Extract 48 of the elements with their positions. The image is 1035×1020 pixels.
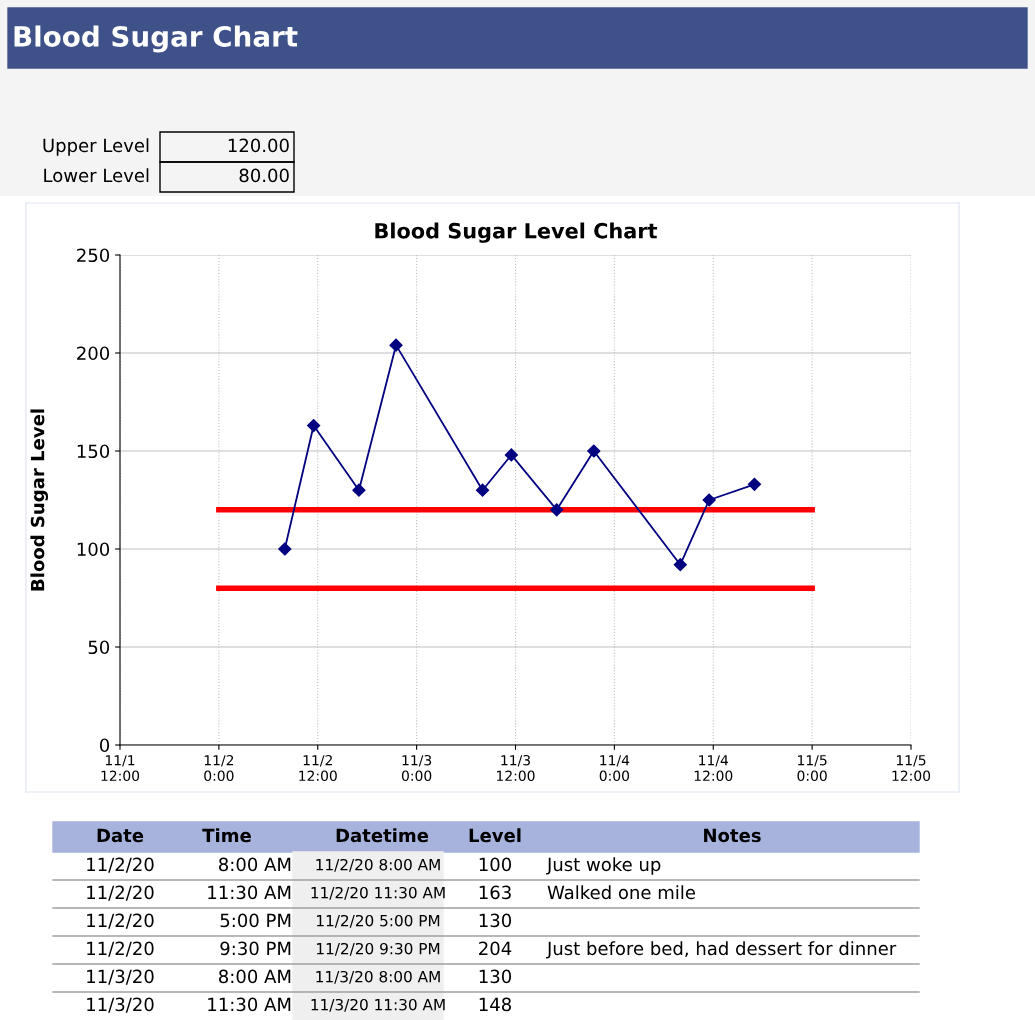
x-tick-label: 11/3 12:00	[497, 754, 535, 782]
category-label: Lower Level	[44, 168, 149, 183]
x-tick-label: 11/4 0:00	[599, 755, 630, 782]
y-axis-title: Blood Sugar Level	[30, 409, 49, 591]
y-tick-label: 0	[99, 738, 110, 753]
text: 11/2/20 5:00 PM	[317, 914, 440, 928]
category-label: Upper Level	[43, 138, 149, 156]
text: 148	[479, 997, 511, 1012]
text: 80.00	[239, 168, 289, 183]
text: Blood Sugar Chart	[14, 25, 298, 53]
y-tick-label: 100	[77, 542, 110, 557]
category-label: Level	[469, 828, 521, 843]
text: 11/3/20 8:00 AM	[316, 970, 440, 984]
text: Just woke up	[546, 857, 661, 875]
text: 11/2/20 5:00 PM	[87, 913, 291, 929]
text: 130	[479, 969, 512, 984]
x-tick-label: 11/2 12:00	[299, 754, 337, 782]
text: 11/3/20 11:30 AM	[311, 998, 445, 1012]
text: 11/3/20 11:30 AM	[87, 997, 291, 1013]
x-tick-label: 11/5 0:00	[797, 755, 827, 782]
x-tick-label: 11/3 0:00	[401, 754, 432, 782]
text: 11/2/20 9:30 PM	[87, 941, 291, 957]
x-tick-label: 11/1 12:00	[101, 755, 140, 782]
category-label: Notes	[704, 828, 761, 843]
text: 11/2/20 8:00 AM	[87, 857, 291, 873]
y-tick-label: 50	[88, 640, 110, 655]
y-tick-label: 150	[77, 444, 110, 459]
text: 11/2/20 8:00 AM	[316, 858, 440, 872]
text: 100	[479, 857, 512, 872]
x-tick-label: 11/4 12:00	[694, 755, 733, 782]
text: 163	[479, 885, 511, 900]
text: 204	[479, 941, 512, 956]
text: Walked one mile	[547, 885, 695, 900]
x-tick-label: 11/2 0:00	[204, 754, 234, 782]
text: Just before bed, had dessert for dinner	[546, 941, 897, 959]
x-tick-label: 11/5 12:00	[892, 755, 931, 782]
text: 130	[479, 913, 512, 928]
category-label: Date	[97, 828, 144, 843]
text: 11/3/20 8:00 AM	[87, 969, 291, 985]
text: 11/2/20 11:30 AM	[311, 886, 445, 900]
text: 11/2/20 9:30 PM	[317, 942, 440, 956]
category-label: Time	[202, 828, 251, 843]
chart-title: Blood Sugar Level Chart	[375, 222, 658, 243]
text: 120.00	[228, 138, 289, 153]
category-label: Datetime	[336, 828, 429, 843]
y-tick-label: 250	[77, 248, 110, 263]
y-tick-label: 200	[77, 346, 110, 361]
text: 11/2/20 11:30 AM	[87, 885, 291, 901]
